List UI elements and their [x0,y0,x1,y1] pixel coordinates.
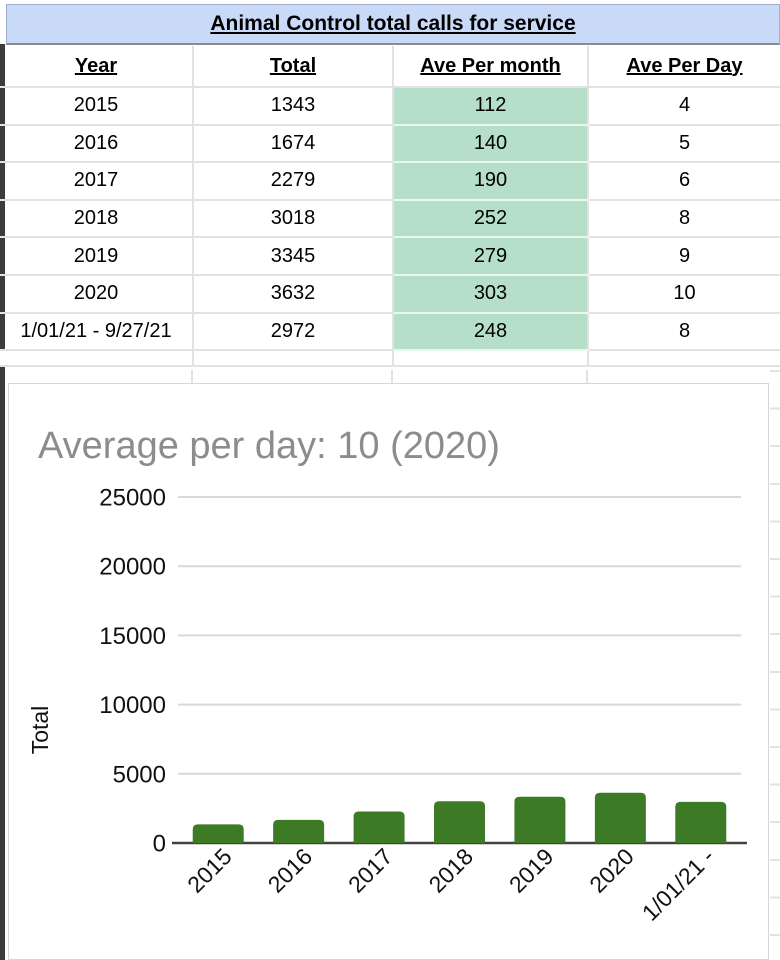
bar[interactable] [594,792,646,843]
y-tick-label: 10000 [99,692,166,719]
column-header[interactable]: Year [0,46,194,88]
cell[interactable]: 2015 [0,87,194,126]
y-tick-label: 25000 [99,485,166,512]
cell[interactable]: 9 [588,237,780,276]
y-tick-label: 0 [153,831,166,858]
embedded-chart[interactable]: 0 5000 10000 15000 20000 25000 Average per day… [8,383,769,960]
column-gridline-stub [586,370,588,383]
x-tick-label: 2016 [263,843,318,898]
y-axis-title: Total [27,706,53,755]
cell[interactable]: 8 [588,199,780,239]
cell[interactable] [588,350,780,368]
cell[interactable]: 3632 [193,274,394,314]
x-tick-label: 2020 [584,843,639,898]
cell[interactable] [393,350,589,368]
column-gridline-stub [191,370,193,383]
table-row: 2019 3345 279 9 [0,237,780,276]
x-tick-label: 2018 [423,843,478,898]
x-tick-label: 2017 [343,843,398,898]
column-header[interactable]: Total [193,46,394,88]
cell[interactable]: 1343 [193,87,394,126]
y-tick-label: 5000 [113,761,166,788]
x-tick-label: 1/01/21 - [637,843,720,926]
column-header[interactable]: Ave Per Day [588,46,780,88]
cell[interactable]: 2279 [193,162,394,201]
cell[interactable]: 279 [393,237,589,276]
cell[interactable]: 2017 [0,162,194,201]
column-gridline-stub [391,370,393,383]
cell[interactable]: 1674 [193,124,394,164]
cell[interactable]: 252 [393,199,589,239]
cell[interactable]: 2020 [0,274,194,314]
cell[interactable]: 248 [393,312,589,352]
table-row: 2016 1674 140 5 [0,124,780,164]
cell[interactable] [0,350,194,368]
table-row: 2020 3632 303 10 [0,274,780,314]
cell[interactable]: 1/01/21 - 9/27/21 [0,312,194,352]
cell[interactable]: 140 [393,124,589,164]
bar[interactable] [353,811,405,843]
cell[interactable]: 3345 [193,237,394,276]
cell[interactable]: 303 [393,274,589,314]
x-tick-label: 2015 [182,843,237,898]
cell[interactable]: 2019 [0,237,194,276]
header-row: Year Total Ave Per month Ave Per Day [0,46,780,88]
cell[interactable] [193,350,394,368]
frozen-pane-border [0,44,5,960]
cell[interactable]: 112 [393,87,589,126]
cell[interactable]: 5 [588,124,780,164]
x-tick-label: 2019 [504,843,559,898]
cell[interactable]: 4 [588,87,780,126]
cell[interactable]: 8 [588,312,780,352]
y-tick-label: 15000 [99,623,166,650]
bar[interactable] [434,801,485,843]
cell[interactable]: 3018 [193,199,394,239]
column-header[interactable]: Ave Per month [393,46,589,88]
empty-row [0,350,780,368]
y-tick-label: 20000 [99,554,166,581]
bar[interactable] [192,824,244,843]
cell[interactable]: 2016 [0,124,194,164]
table-row: 2018 3018 252 8 [0,199,780,239]
table-row: 2015 1343 112 4 [0,87,780,126]
bar[interactable] [514,796,566,843]
data-table: Year Total Ave Per month Ave Per Day 2015 13… [0,46,780,368]
chart-title: Average per day: 10 (2020) [38,425,500,467]
table-title: Animal Control total calls for service [210,12,576,35]
cell[interactable]: 190 [393,162,589,201]
cell[interactable]: 2972 [193,312,394,352]
bar[interactable] [273,819,325,843]
sheet-gridlines-strip [770,370,780,960]
bar-chart: 0 5000 10000 15000 20000 25000 Average per day… [27,425,747,926]
table-title-cell[interactable]: Animal Control total calls for service [6,4,780,45]
cell[interactable]: 6 [588,162,780,201]
cell[interactable]: 2018 [0,199,194,239]
table-row: 2017 2279 190 6 [0,162,780,201]
cell[interactable]: 10 [588,274,780,314]
table-row: 1/01/21 - 9/27/21 2972 248 8 [0,312,780,352]
bar[interactable] [675,801,727,843]
